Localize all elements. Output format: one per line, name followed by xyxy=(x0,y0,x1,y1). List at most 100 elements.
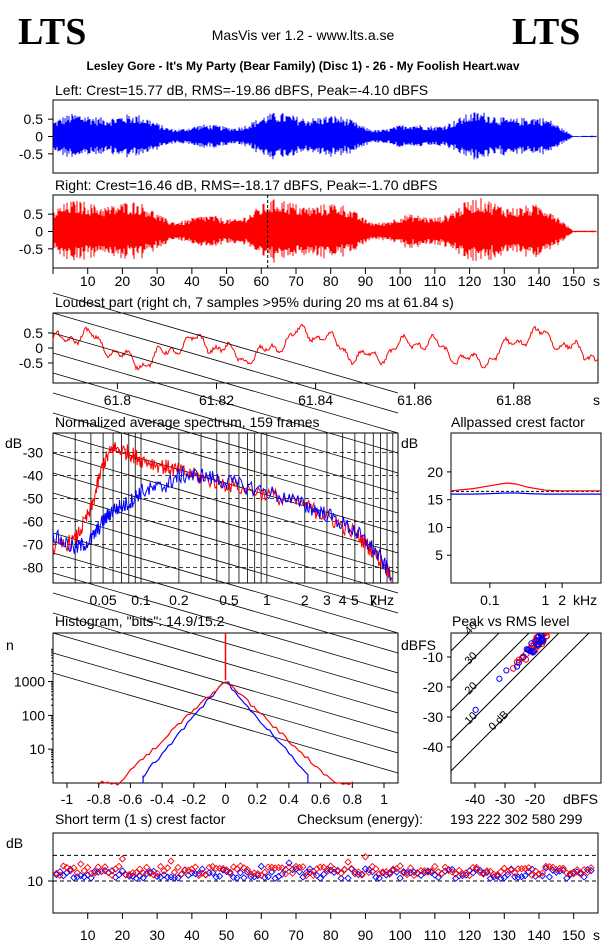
short-term-point-left xyxy=(257,862,265,870)
short-term-point-right xyxy=(320,863,328,871)
short-term-point-right xyxy=(452,870,460,878)
short-term-point-right xyxy=(163,864,172,872)
short-term-xtick: 50 xyxy=(219,927,235,943)
short-term-point-right xyxy=(299,863,307,871)
short-term-point-right xyxy=(136,865,144,873)
short-term-point-left xyxy=(285,859,293,867)
crest-series-left xyxy=(451,492,601,495)
short-term-point-right xyxy=(84,863,92,872)
short-term-point-left xyxy=(504,870,512,879)
short-term-point-right xyxy=(167,857,175,865)
track-title: Lesley Gore - It's My Party (Bear Family… xyxy=(87,59,520,73)
short-term-point-left xyxy=(240,874,248,882)
right-waveform-xtick: 90 xyxy=(358,273,374,289)
right-waveform-xtick: 30 xyxy=(149,273,165,289)
short-term-point-right xyxy=(577,870,585,878)
short-term-point-right xyxy=(479,870,488,878)
short-term-point-right xyxy=(73,869,81,877)
short-term-xunit: s xyxy=(593,927,600,943)
short-term-point-right xyxy=(177,870,186,879)
short-term-point-left xyxy=(87,874,95,882)
short-term-point-right xyxy=(285,863,293,871)
loudest-xunit: s xyxy=(593,392,600,408)
short-term-point-right xyxy=(184,866,193,874)
short-term-point-right xyxy=(340,865,349,873)
histogram-xtick: 0.4 xyxy=(279,791,299,807)
spectrum-slope xyxy=(52,392,399,494)
spectrum-ytick: -30 xyxy=(23,445,43,461)
short-term-point-left xyxy=(316,874,324,882)
histogram-ytick: 100 xyxy=(22,707,46,723)
short-term-point-right xyxy=(59,862,68,870)
short-term-point-right xyxy=(334,867,342,875)
short-term-point-right xyxy=(500,864,508,872)
short-term-point-right xyxy=(344,858,352,866)
short-term-point-right xyxy=(143,863,151,871)
right-waveform-xtick: 150 xyxy=(562,273,586,289)
short-term-point-left xyxy=(236,869,245,877)
short-term-point-right xyxy=(361,853,370,861)
short-term-point-right xyxy=(399,869,408,877)
crest-xtick: 2 xyxy=(558,592,566,608)
crest-ytick: 20 xyxy=(427,464,443,480)
short-term-point-right xyxy=(271,864,279,872)
right-waveform-xtick: 40 xyxy=(184,273,200,289)
short-term-point-right xyxy=(70,864,78,872)
short-term-point-right xyxy=(229,863,238,871)
short-term-point-left xyxy=(215,872,224,880)
short-term-point-right xyxy=(87,869,95,878)
short-term-point-right xyxy=(288,869,297,877)
spectrum-slope xyxy=(52,572,399,674)
short-term-point-right xyxy=(337,869,345,877)
short-term-point-right xyxy=(94,863,102,871)
short-term-point-right xyxy=(431,862,439,871)
short-term-title: Short term (1 s) crest factor xyxy=(55,811,226,827)
short-term-point-right xyxy=(441,863,449,871)
short-term-point-right xyxy=(472,863,481,872)
loudest-xtick: 61.88 xyxy=(496,392,531,408)
crest-title: Allpassed crest factor xyxy=(451,414,585,430)
spectrum-ytick: -50 xyxy=(23,491,43,507)
short-term-point-right xyxy=(389,865,397,873)
short-term-point-left xyxy=(233,874,241,882)
right-waveform-xtick: 10 xyxy=(80,273,96,289)
spectrum-slope xyxy=(52,372,399,474)
short-term-point-left xyxy=(73,873,81,881)
short-term-point-left xyxy=(295,868,304,876)
peak-rms-point-left xyxy=(535,637,542,644)
short-term-point-right xyxy=(156,862,165,871)
short-term-point-right xyxy=(202,871,210,879)
short-term-point-left xyxy=(365,866,373,874)
short-term-point-left xyxy=(108,867,116,875)
short-term-point-right xyxy=(63,863,71,872)
histogram-xtick: 0.2 xyxy=(247,791,267,807)
spectrum-series-left xyxy=(53,465,393,581)
spectrum-slope xyxy=(52,472,399,574)
spectrum-slope xyxy=(52,652,399,754)
short-term-point-left xyxy=(195,869,203,878)
short-term-point-right xyxy=(469,863,477,872)
left-waveform-ytick: -0.5 xyxy=(19,146,43,162)
short-term-point-right xyxy=(427,867,436,875)
right-waveform-xtick: 130 xyxy=(493,273,517,289)
short-term-point-right xyxy=(115,862,123,870)
spectrum-slope xyxy=(52,632,399,734)
crest-ytick: 10 xyxy=(427,519,443,535)
histogram-title: Histogram, "bits": 14.9/15.2 xyxy=(55,613,225,629)
right-waveform-ytick: 0 xyxy=(35,224,43,240)
short-term-point-right xyxy=(313,865,321,873)
spectrum-series-right xyxy=(53,442,393,583)
right-waveform-title: Right: Crest=16.46 dB, RMS=-18.17 dBFS, … xyxy=(55,177,437,193)
spectrum-slope xyxy=(52,452,399,554)
short-term-point-left xyxy=(302,868,311,877)
peak-rms-ytick: -10 xyxy=(423,649,443,665)
peak-rms-point-left xyxy=(534,640,541,647)
spectrum-slope xyxy=(52,512,399,614)
short-term-point-left xyxy=(493,872,501,880)
short-term-point-left xyxy=(209,869,217,877)
short-term-point-right xyxy=(583,868,592,876)
short-term-point-left xyxy=(174,874,182,882)
loudest-ytick: 0 xyxy=(35,340,43,356)
logo-left: LTS xyxy=(18,11,86,53)
short-term-point-right xyxy=(306,868,314,876)
